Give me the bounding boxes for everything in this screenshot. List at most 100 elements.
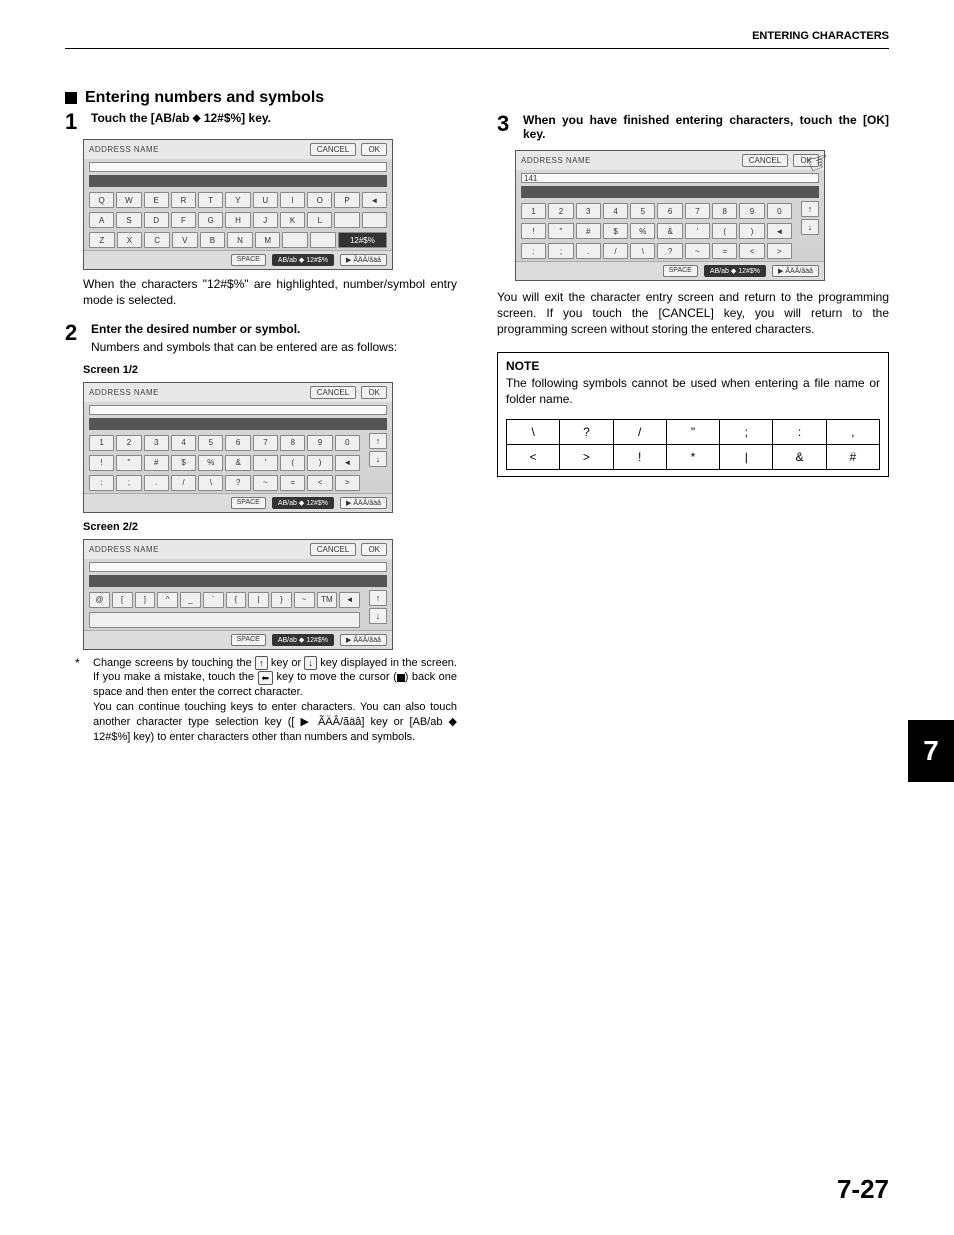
mode-ab-button[interactable]: AB/ab ◆ 12#$% (272, 497, 334, 509)
key[interactable] (89, 612, 360, 628)
space-button[interactable]: SPACE (231, 254, 266, 266)
text-input[interactable] (89, 405, 387, 415)
key[interactable]: @ (89, 592, 110, 608)
key[interactable]: ; (548, 243, 573, 259)
key[interactable]: O (307, 192, 332, 208)
key[interactable]: ) (739, 223, 764, 239)
key[interactable]: $ (171, 455, 196, 471)
space-button[interactable]: SPACE (231, 497, 266, 509)
key[interactable]: ! (89, 455, 114, 471)
scroll-up-button[interactable]: ↑ (369, 433, 387, 449)
key[interactable]: ; (116, 475, 141, 491)
mode-ab-button[interactable]: AB/ab ◆ 12#$% (272, 634, 334, 646)
key[interactable]: 5 (198, 435, 223, 451)
key[interactable]: P (334, 192, 359, 208)
backspace-key[interactable]: ◄ (362, 192, 387, 208)
key[interactable]: W (116, 192, 141, 208)
key[interactable]: ~ (294, 592, 315, 608)
key[interactable]: % (198, 455, 223, 471)
key[interactable]: F (171, 212, 196, 228)
key[interactable]: $ (603, 223, 628, 239)
mode-ab-button[interactable]: AB/ab ◆ 12#$% (272, 254, 334, 266)
text-input[interactable] (89, 162, 387, 172)
key[interactable]: > (767, 243, 792, 259)
key[interactable]: | (248, 592, 269, 608)
key[interactable]: ! (521, 223, 546, 239)
key[interactable]: { (226, 592, 247, 608)
key[interactable]: N (227, 232, 253, 248)
key[interactable]: : (89, 475, 114, 491)
key[interactable]: ? (657, 243, 682, 259)
key[interactable]: S (116, 212, 141, 228)
key[interactable]: & (225, 455, 250, 471)
key[interactable]: / (171, 475, 196, 491)
cancel-button[interactable]: CANCEL (310, 386, 356, 399)
key[interactable]: " (548, 223, 573, 239)
key[interactable]: 4 (171, 435, 196, 451)
key[interactable]: 2 (548, 203, 573, 219)
key[interactable]: # (576, 223, 601, 239)
key[interactable]: Z (89, 232, 115, 248)
key[interactable]: ~ (253, 475, 278, 491)
scroll-down-button[interactable]: ↓ (801, 219, 819, 235)
key[interactable] (362, 212, 387, 228)
cancel-button[interactable]: CANCEL (310, 543, 356, 556)
key[interactable]: 0 (767, 203, 792, 219)
key[interactable]: 4 (603, 203, 628, 219)
key[interactable]: J (253, 212, 278, 228)
key[interactable]: : (521, 243, 546, 259)
key[interactable]: # (144, 455, 169, 471)
key[interactable]: TM (317, 592, 338, 608)
key[interactable]: G (198, 212, 223, 228)
cancel-button[interactable]: CANCEL (310, 143, 356, 156)
key[interactable]: R (171, 192, 196, 208)
key[interactable]: > (335, 475, 360, 491)
text-input[interactable] (89, 562, 387, 572)
key[interactable]: 3 (576, 203, 601, 219)
key[interactable]: ~ (685, 243, 710, 259)
scroll-down-button[interactable]: ↓ (369, 608, 387, 624)
cancel-button[interactable]: CANCEL (742, 154, 788, 167)
key[interactable]: 7 (253, 435, 278, 451)
key[interactable]: L (307, 212, 332, 228)
text-input[interactable]: 141 (521, 173, 819, 183)
backspace-key[interactable]: ◄ (339, 592, 360, 608)
key[interactable]: / (603, 243, 628, 259)
ok-button[interactable]: OK (361, 386, 387, 399)
key[interactable]: E (144, 192, 169, 208)
key[interactable]: _ (180, 592, 201, 608)
key[interactable]: M (255, 232, 281, 248)
backspace-key[interactable]: ◄ (767, 223, 792, 239)
key[interactable]: 2 (116, 435, 141, 451)
key[interactable]: ) (307, 455, 332, 471)
scroll-up-button[interactable]: ↑ (801, 201, 819, 217)
key[interactable]: ? (225, 475, 250, 491)
key[interactable]: K (280, 212, 305, 228)
key[interactable]: X (117, 232, 143, 248)
mode-accent-button[interactable]: ▶ ÃÄÂ/ãäâ (340, 497, 387, 509)
key[interactable]: I (280, 192, 305, 208)
key[interactable]: 3 (144, 435, 169, 451)
ok-button[interactable]: OK (361, 543, 387, 556)
key[interactable]: < (307, 475, 332, 491)
key[interactable]: 1 (89, 435, 114, 451)
key[interactable]: ^ (157, 592, 178, 608)
key[interactable]: ( (280, 455, 305, 471)
key[interactable]: ( (712, 223, 737, 239)
scroll-down-button[interactable]: ↓ (369, 451, 387, 467)
key[interactable]: 1 (521, 203, 546, 219)
key[interactable]: B (200, 232, 226, 248)
key[interactable]: < (739, 243, 764, 259)
key[interactable]: 0 (335, 435, 360, 451)
key[interactable]: = (712, 243, 737, 259)
key[interactable]: 6 (225, 435, 250, 451)
key[interactable]: H (225, 212, 250, 228)
space-button[interactable]: SPACE (663, 265, 698, 277)
key[interactable]: Q (89, 192, 114, 208)
key[interactable]: ' (253, 455, 278, 471)
backspace-key[interactable]: ◄ (335, 455, 360, 471)
key[interactable]: = (280, 475, 305, 491)
key[interactable]: 9 (739, 203, 764, 219)
key[interactable]: Y (225, 192, 250, 208)
key[interactable] (282, 232, 308, 248)
